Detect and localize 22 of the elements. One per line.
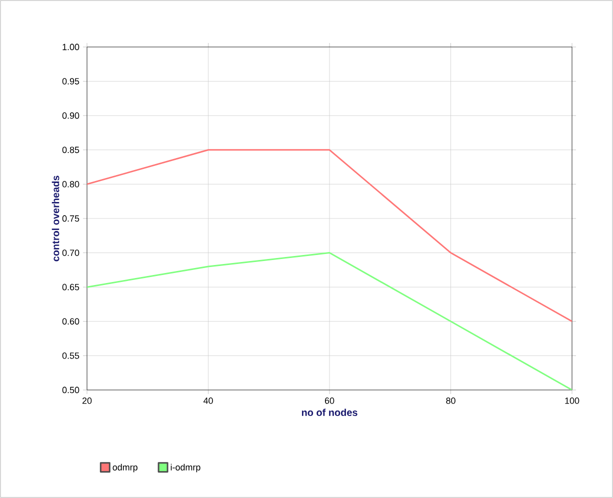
line-series (87, 252, 572, 390)
x-axis-title: no of nodes (302, 408, 358, 416)
y-tick-label: 0.85 (62, 146, 80, 154)
x-tick-label: 20 (82, 398, 92, 404)
y-tick-label: 0.50 (62, 386, 80, 394)
y-tick-label: 0.95 (62, 78, 80, 84)
x-tick-label: 40 (203, 398, 213, 404)
legend-label: odmrp (112, 464, 138, 472)
y-tick-label: 0.55 (62, 352, 80, 359)
y-axis-title: control overheads (52, 176, 60, 262)
y-tick-label: 0.70 (62, 250, 80, 256)
y-tick-label: 0.75 (62, 215, 80, 222)
line-series (87, 149, 572, 322)
y-tick-label: 0.80 (62, 181, 80, 188)
x-tick-label: 80 (446, 398, 456, 404)
x-tick-label: 60 (324, 398, 334, 404)
x-tick-label: 100 (565, 398, 580, 404)
y-tick-label: 0.90 (62, 112, 80, 119)
y-tick-label: 0.60 (62, 318, 80, 325)
y-tick-label: 0.65 (62, 284, 80, 290)
legend-label: i-odmrp (170, 464, 200, 472)
y-tick-label: 1.00 (62, 44, 80, 50)
